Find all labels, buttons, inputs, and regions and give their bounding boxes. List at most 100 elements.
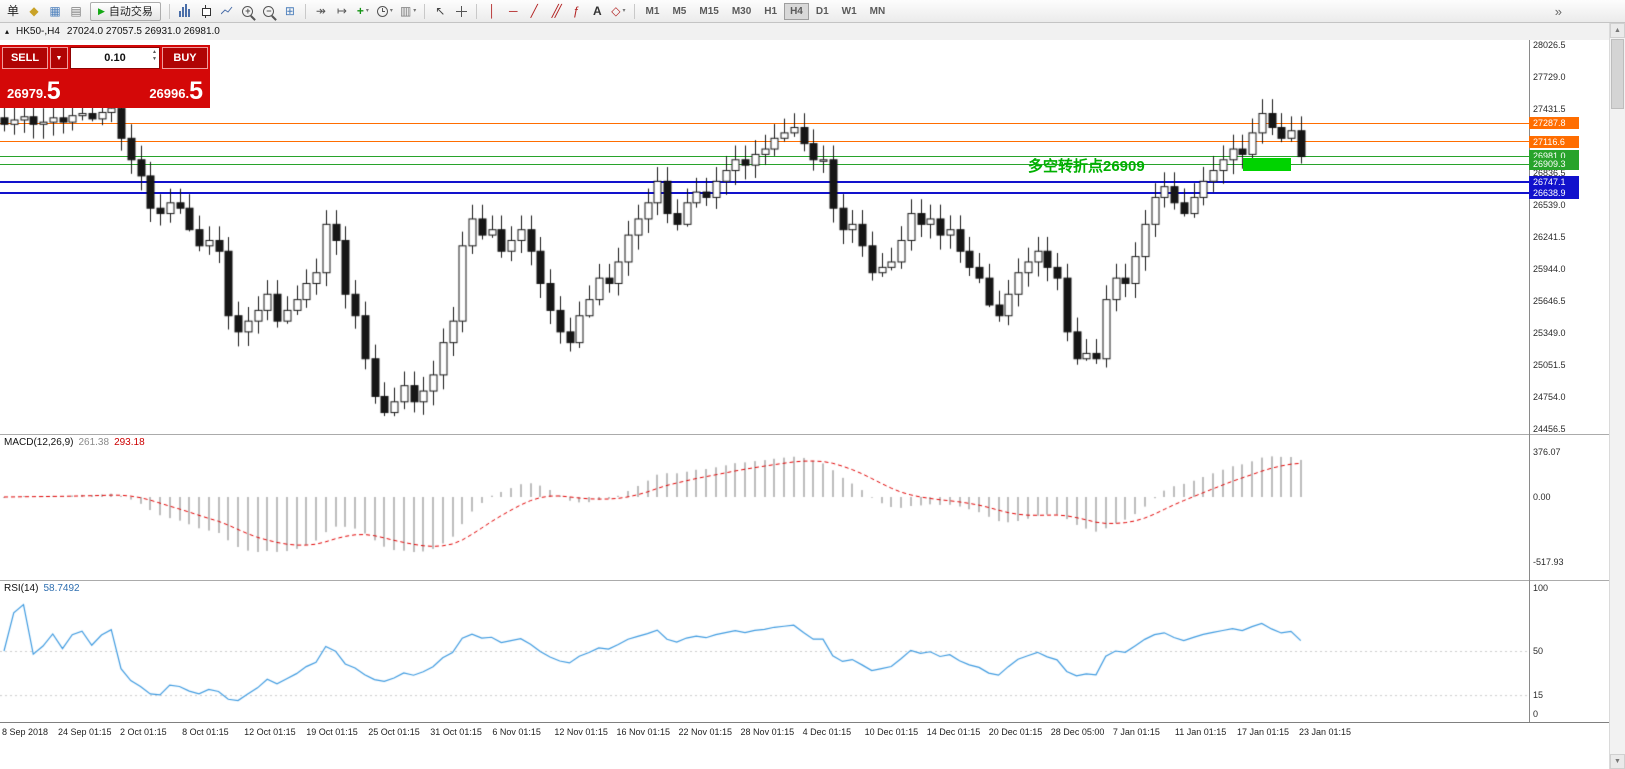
macd-name: MACD(12,26,9) [4, 437, 74, 448]
trendline-icon: ╱ [530, 4, 538, 18]
chart-symbol-timeframe: HK50-,H4 [16, 26, 60, 37]
price-chart[interactable] [0, 0, 1529, 722]
macd-main-value: 261.38 [78, 437, 110, 448]
dropdown-caret-icon: ▾ [413, 8, 417, 14]
price-tag-26638.9: 26638.9 [1529, 187, 1579, 200]
toolbar-overflow-button[interactable]: » [1554, 3, 1562, 19]
timeframe-m5[interactable]: M5 [672, 5, 687, 17]
price-axis-label: 25944.0 [1533, 264, 1566, 274]
time-axis-label: 7 Jan 01:15 [1112, 727, 1160, 737]
autotrading-button[interactable]: ▶ 自动交易 [90, 1, 161, 21]
indicator-axis-label: 50 [1533, 646, 1544, 656]
templates-icon: ▥ [399, 4, 412, 18]
time-axis-label: 4 Dec 01:15 [802, 727, 852, 737]
timeframe-mn[interactable]: MN [869, 5, 886, 17]
indicator-axis-label: 15 [1533, 690, 1544, 700]
vertical-line-button[interactable]: │ [482, 2, 502, 21]
time-axis-label: 28 Dec 05:00 [1050, 727, 1105, 737]
profiles-button[interactable]: ◆ [24, 2, 44, 21]
timeframe-m15[interactable]: M15 [699, 5, 719, 17]
timeframe-h1[interactable]: H1 [764, 5, 778, 17]
price-axis-label: 28026.5 [1533, 40, 1566, 50]
timeframe-m30[interactable]: M30 [731, 5, 752, 17]
rsi-indicator-label: RSI(14) 58.7492 [4, 583, 80, 594]
bar-chart-button[interactable] [175, 2, 195, 21]
scroll-up-button[interactable]: ▲ [1610, 23, 1625, 38]
volume-down-button[interactable]: ▼ [152, 56, 157, 62]
cursor-button[interactable]: ↖ [430, 2, 450, 21]
price-tag-27287.8: 27287.8 [1529, 117, 1579, 130]
time-axis-label: 11 Jan 01:15 [1174, 727, 1227, 737]
trendline-button[interactable]: ╱ [524, 2, 544, 21]
time-axis-label: 12 Oct 01:15 [244, 727, 296, 737]
zoom-in-button[interactable]: + [238, 2, 258, 21]
highlight-rectangle[interactable] [1243, 158, 1291, 171]
price-tag-26747.1: 26747.1 [1529, 175, 1579, 188]
vertical-line-icon: │ [488, 4, 497, 18]
vertical-scrollbar[interactable]: ▲ ▼ [1609, 23, 1625, 769]
buy-button[interactable]: BUY [162, 47, 208, 69]
time-axis-label: 28 Nov 01:15 [740, 727, 795, 737]
time-axis-label: 25 Oct 01:15 [368, 727, 420, 737]
time-axis[interactable]: 8 Sep 2018 24 Sep 01:15 2 Oct 01:15 8 Oct 0… [0, 722, 1610, 746]
timeframe-d1[interactable]: D1 [815, 5, 829, 17]
zoom-out-button[interactable]: − [259, 2, 279, 21]
charts-icon: ▦ [49, 4, 61, 18]
line-chart-button[interactable] [217, 2, 237, 21]
volume-up-button[interactable]: ▲ [152, 49, 157, 55]
time-axis-label: 20 Dec 01:15 [988, 727, 1043, 737]
rsi-value: 58.7492 [43, 583, 80, 594]
tile-windows-button[interactable]: ⊞ [280, 2, 300, 21]
price-axis-label: 26241.5 [1533, 232, 1566, 242]
macd-signal-value: 293.18 [114, 437, 145, 448]
periods-button[interactable]: ▾ [374, 2, 396, 21]
candlestick-chart-icon [201, 4, 211, 18]
timeframe-group: M1 M5 M15 M30 H1 H4 D1 W1 MN [640, 2, 892, 20]
charts-button[interactable]: ▦ [45, 2, 65, 21]
volume-value: 0.10 [104, 52, 126, 64]
sell-button[interactable]: SELL [2, 47, 48, 69]
chart-annotation-text[interactable]: 多空转折点26909 [1028, 158, 1145, 175]
toolbar-separator [633, 3, 635, 19]
timeframe-w1[interactable]: W1 [841, 5, 857, 17]
indicator-axis-label: 100 [1533, 583, 1549, 593]
horizontal-line-button[interactable]: ─ [503, 2, 523, 21]
navigator-button[interactable]: ▤ [66, 2, 86, 21]
periods-icon [376, 5, 388, 17]
volume-dropdown-button[interactable]: ▼ [50, 47, 68, 69]
new-order-button[interactable]: 单 [3, 2, 23, 21]
time-axis-label: 19 Oct 01:15 [306, 727, 358, 737]
dropdown-caret-icon: ▾ [622, 8, 626, 14]
price-axis-label: 27729.0 [1533, 72, 1566, 82]
equidistant-channel-button[interactable]: ╱ [545, 2, 565, 21]
time-axis-label: 23 Jan 01:15 [1299, 727, 1352, 737]
macd-indicator-label: MACD(12,26,9) 261.38 293.18 [4, 437, 145, 448]
templates-button[interactable]: ▥ ▾ [397, 2, 419, 21]
zoom-out-icon: − [263, 5, 275, 17]
fibonacci-button[interactable]: ƒ [566, 2, 586, 21]
price-axis-border [1529, 23, 1530, 722]
macd-panel-splitter[interactable] [0, 434, 1610, 435]
toolbar-objects-group: │ ─ ╱ ╱ ƒ A ◇ ▾ [482, 2, 628, 21]
price-axis-label: 24456.5 [1533, 424, 1566, 434]
scrollbar-thumb[interactable] [1611, 39, 1624, 109]
scroll-down-button[interactable]: ▼ [1610, 754, 1625, 769]
chart-shift-button[interactable]: ↦ [332, 2, 352, 21]
shapes-icon: ◇ [611, 4, 621, 18]
timeframe-m1[interactable]: M1 [645, 5, 660, 17]
auto-scroll-icon: ↠ [315, 4, 326, 18]
dropdown-caret-icon: ▾ [365, 8, 369, 14]
time-axis-label: 2 Oct 01:15 [120, 727, 167, 737]
indicators-button[interactable]: + ▾ [353, 2, 373, 21]
rsi-panel-splitter[interactable] [0, 580, 1610, 581]
rsi-name: RSI(14) [4, 583, 39, 594]
sell-price-pips: 5 [46, 77, 61, 105]
auto-scroll-button[interactable]: ↠ [311, 2, 331, 21]
candlestick-chart-button[interactable] [196, 2, 216, 21]
crosshair-button[interactable] [451, 2, 471, 21]
buy-price: 26996. 5 [149, 79, 203, 104]
text-button[interactable]: A [587, 2, 607, 21]
volume-input[interactable]: 0.10 ▲ ▼ [70, 47, 160, 69]
shapes-button[interactable]: ◇ ▾ [608, 2, 628, 21]
timeframe-h4[interactable]: H4 [784, 2, 809, 20]
